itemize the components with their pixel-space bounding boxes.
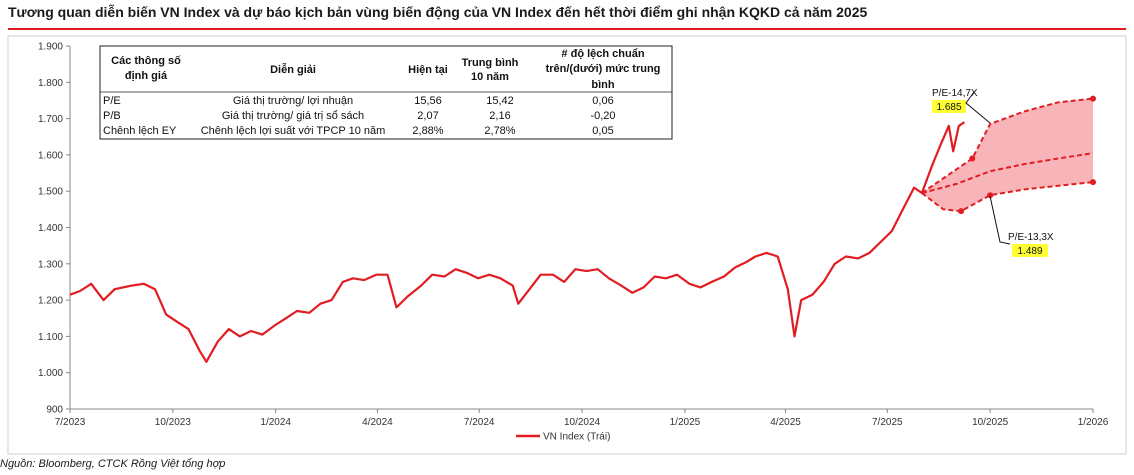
table-cell-r2c1: Chênh lệch lợi suất với TPCP 10 năm [201,125,386,137]
forecast-lower-end-point [1090,179,1096,186]
series-layer [69,121,966,363]
forecast-lower-line [921,181,1094,213]
source-note: Nguồn: Bloomberg, CTCK Rồng Việt tổng hợ… [0,458,226,470]
table-cell-r1c3: 2,16 [489,110,510,122]
table-cell-r0c0: P/E [103,95,121,107]
y-tick-label: 1.100 [38,332,63,343]
y-tick-label: 1.000 [38,368,63,379]
page-title: Tương quan diễn biến VN Index và dự báo … [8,4,868,20]
x-tick-label: 1/2025 [670,417,701,428]
y-tick-label: 1.900 [38,42,63,53]
table-cell-r2c0: Chênh lệch EY [103,125,177,137]
table-header-param-line1: Các thông số [111,55,181,67]
y-tick-label: 1.300 [38,259,63,270]
table-cell-r0c4: 0,06 [592,95,613,107]
x-tick-label: 4/2025 [770,417,801,428]
table-header-avg-line2: 10 năm [471,71,509,83]
x-axis: 7/2023 10/2023 1/2024 4/2024 7/2024 10/2024 1/… [55,408,1109,428]
table-cell-r2c2: 2,88% [412,125,443,137]
y-tick-label: 1.600 [38,150,63,161]
table-cell-r2c3: 2,78% [484,125,515,137]
forecast-lower-marker [987,192,994,199]
legend-label: VN Index (Trái) [543,432,610,443]
forecast-upper-start-point [969,155,976,162]
x-tick-label: 1/2026 [1078,417,1109,428]
table-cell-r0c3: 15,42 [486,95,514,107]
y-tick-label: 1.800 [38,78,63,89]
forecast-mid-line [921,152,1094,194]
valuation-table: Các thông số định giá Diễn giải Hiện tại… [99,45,673,140]
y-tick-label: 1.200 [38,296,63,307]
x-tick-label: 7/2023 [55,417,86,428]
table-cell-r2c4: 0,05 [592,125,613,137]
x-tick-label: 10/2023 [155,417,192,428]
y-axis: 900 1.000 1.100 1.200 1.300 1.400 1.500 1.600 1.… [38,42,71,416]
annotation-lower: P/E-13,3X 1.489 [989,195,1054,257]
table-header-current: Hiện tại [408,64,448,76]
annotation-lower-highlight [1012,244,1048,257]
chart-frame [7,35,1127,455]
table-header-param-line2: định giá [125,70,168,82]
table-cell-r1c4: -0,20 [590,110,615,122]
y-tick-label: 1.400 [38,223,63,234]
x-tick-label: 7/2025 [872,417,903,428]
annotation-lower-value: 1.489 [1017,246,1042,257]
series-line-vn-index [69,121,966,363]
annotation-upper-leader [965,91,991,124]
annotation-lower-leader [989,195,1011,245]
x-tick-label: 4/2024 [362,417,393,428]
x-tick-label: 1/2024 [260,417,291,428]
annotation-upper: P/E-14,7X 1.685 [932,88,991,124]
table-cell-r1c1: Giá thị trường/ giá trị sổ sách [222,110,364,122]
forecast-upper-end-point [1090,95,1096,102]
table-border [99,45,673,140]
table-header-std-line1: # độ lệch chuẩn [561,48,644,60]
annotation-upper-value: 1.685 [936,102,961,113]
forecast-band-area [921,98,1093,212]
table-cell-r0c2: 15,56 [414,95,442,107]
x-tick-label: 10/2024 [564,417,601,428]
x-tick-label: 10/2025 [972,417,1009,428]
table-cell-r0c1: Giá thị trường/ lợi nhuận [233,95,353,107]
annotation-lower-label: P/E-13,3X [1008,232,1054,243]
title-underline [8,28,1126,30]
forecast-lower-min-point [958,208,965,215]
annotation-upper-highlight [932,100,966,113]
annotation-upper-label: P/E-14,7X [932,88,978,99]
y-tick-label: 900 [46,405,63,416]
table-cell-r1c2: 2,07 [417,110,438,122]
table-header-avg-line1: Trung bình [462,57,519,69]
table-header-desc: Diễn giải [270,63,316,76]
legend: VN Index (Trái) [516,432,610,443]
forecast-upper-line [921,97,1094,194]
table-header-std-line3: bình [591,79,614,91]
table-header-std-line2: trên/(dưới) mức trung [546,63,661,75]
y-tick-label: 1.500 [38,187,63,198]
y-tick-label: 1.700 [38,114,63,125]
x-tick-label: 7/2024 [464,417,495,428]
forecast-band [921,95,1096,215]
table-cell-r1c0: P/B [103,110,121,122]
